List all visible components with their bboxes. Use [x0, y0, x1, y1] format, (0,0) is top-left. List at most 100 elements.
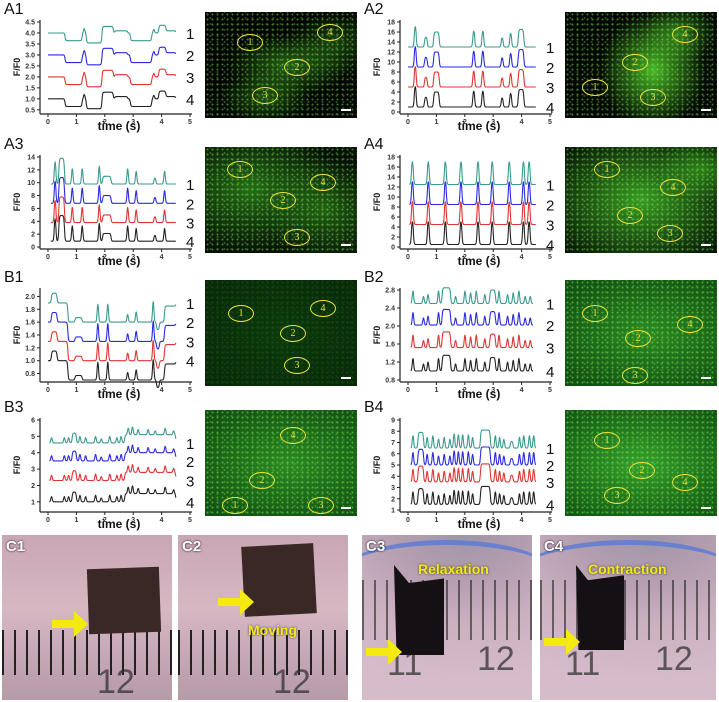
y-tick-label: 14: [27, 155, 35, 162]
y-tick-label: 6: [391, 80, 395, 87]
series-line-1: [410, 429, 537, 449]
x-tick-label: 4: [520, 517, 524, 524]
y-tick-label: 1.5: [25, 85, 35, 92]
y-tick-label: 2: [31, 232, 35, 239]
series-label: 1: [186, 296, 194, 313]
roi-marker: 4: [672, 474, 698, 491]
x-tick-label: 3: [491, 517, 495, 524]
y-tick-label: 2: [391, 100, 395, 107]
panel-b4: B4 0 1 2 3 4 5 1 2 3 4 5 6 7 8 9 time (s) F/F0 1 2 3 4 1 2 3 4: [360, 398, 719, 531]
panel-label: A2: [364, 1, 384, 18]
series-line-4: [48, 350, 177, 389]
x-tick-label: 4: [520, 119, 524, 126]
y-tick-label: 2: [391, 496, 395, 503]
y-axis-label: F/F0: [12, 456, 22, 475]
roi-marker: 1: [582, 305, 608, 322]
x-tick-label: 1: [74, 254, 78, 261]
panel-label: B4: [364, 399, 384, 416]
y-tick-label: 2: [391, 235, 395, 242]
roi-marker: 3: [640, 89, 666, 106]
series-label: 1: [186, 436, 194, 453]
y-axis-label: F/F0: [372, 58, 382, 77]
roi-marker: 1: [582, 79, 608, 96]
x-tick-label: 2: [103, 517, 107, 524]
series-line-1: [410, 287, 534, 305]
panel-label: A3: [4, 136, 24, 153]
series-label: 4: [186, 354, 194, 371]
arrow-icon: [544, 629, 580, 655]
series-label: 3: [186, 70, 194, 87]
ruler: [362, 580, 532, 640]
texture: [565, 147, 717, 253]
scale-bar: [341, 244, 351, 246]
x-tick-label: 5: [188, 517, 192, 524]
roi-marker: 4: [310, 300, 336, 317]
y-tick-label: 2.0: [385, 324, 395, 331]
series-label: 3: [546, 475, 554, 492]
series-line-2: [409, 180, 536, 206]
x-tick-label: 5: [188, 119, 192, 126]
x-tick-label: 2: [463, 119, 467, 126]
arrow-icon: [218, 589, 254, 615]
roi-marker: 4: [310, 174, 336, 191]
x-tick-label: 1: [74, 387, 78, 394]
x-tick-label: 0: [406, 254, 410, 261]
x-tick-label: 1: [434, 517, 438, 524]
x-tick-label: 2: [103, 254, 107, 261]
series-line-2: [49, 444, 177, 462]
y-tick-label: 1: [31, 499, 35, 506]
series-label: 3: [186, 216, 194, 233]
x-axis-label: time (s): [98, 254, 141, 268]
y-tick-label: 12: [27, 167, 35, 174]
x-axis-label: time (s): [98, 119, 141, 133]
x-tick-label: 0: [406, 387, 410, 394]
series-line-4: [50, 214, 176, 242]
series-line-1: [49, 426, 177, 444]
series-line-2: [48, 311, 177, 350]
roi-marker: 4: [317, 24, 343, 41]
roi-marker: 3: [284, 229, 310, 246]
panel-b3: B3 0 1 2 3 4 5 1 2 3 4 5 6 time (s) F/F0 1 2 3 4 1 2 3 4: [0, 398, 360, 531]
series-line-1: [50, 157, 176, 185]
series-line-3: [48, 331, 177, 369]
y-tick-label: 0: [391, 110, 395, 117]
dish-rim: [362, 540, 532, 605]
y-axis-label: F/F0: [12, 58, 22, 77]
y-tick-label: 2.0: [25, 74, 35, 81]
roi-marker: 2: [625, 330, 651, 347]
x-tick-label: 0: [46, 254, 50, 261]
series-label: 4: [546, 238, 554, 255]
series-label: 2: [186, 196, 194, 213]
photo-c3: 11 12 Relaxation C3: [362, 535, 532, 700]
series-label: 4: [186, 92, 194, 109]
y-tick-label: 1.6: [25, 320, 35, 327]
x-tick-label: 5: [548, 517, 552, 524]
y-tick-label: 14: [387, 40, 395, 47]
series-line-4: [48, 90, 177, 110]
series-line-2: [410, 308, 534, 326]
y-tick-label: 1: [391, 508, 395, 515]
y-tick-label: 4.5: [25, 20, 35, 27]
y-tick-label: 1.2: [25, 345, 35, 352]
y-tick-label: 18: [387, 155, 395, 162]
ruler: [540, 580, 716, 640]
caption: Moving: [248, 622, 297, 638]
ruler-number: 12: [477, 640, 515, 678]
y-tick-label: 0: [391, 245, 395, 252]
roi-marker: 1: [594, 161, 620, 178]
series-label: 2: [546, 458, 554, 475]
y-tick-label: 8: [391, 205, 395, 212]
x-tick-label: 2: [463, 387, 467, 394]
panel-label: C2: [182, 538, 202, 555]
x-tick-label: 2: [103, 119, 107, 126]
roi-marker: 1: [237, 34, 263, 51]
series-line-3: [50, 196, 176, 224]
x-tick-label: 3: [131, 119, 135, 126]
